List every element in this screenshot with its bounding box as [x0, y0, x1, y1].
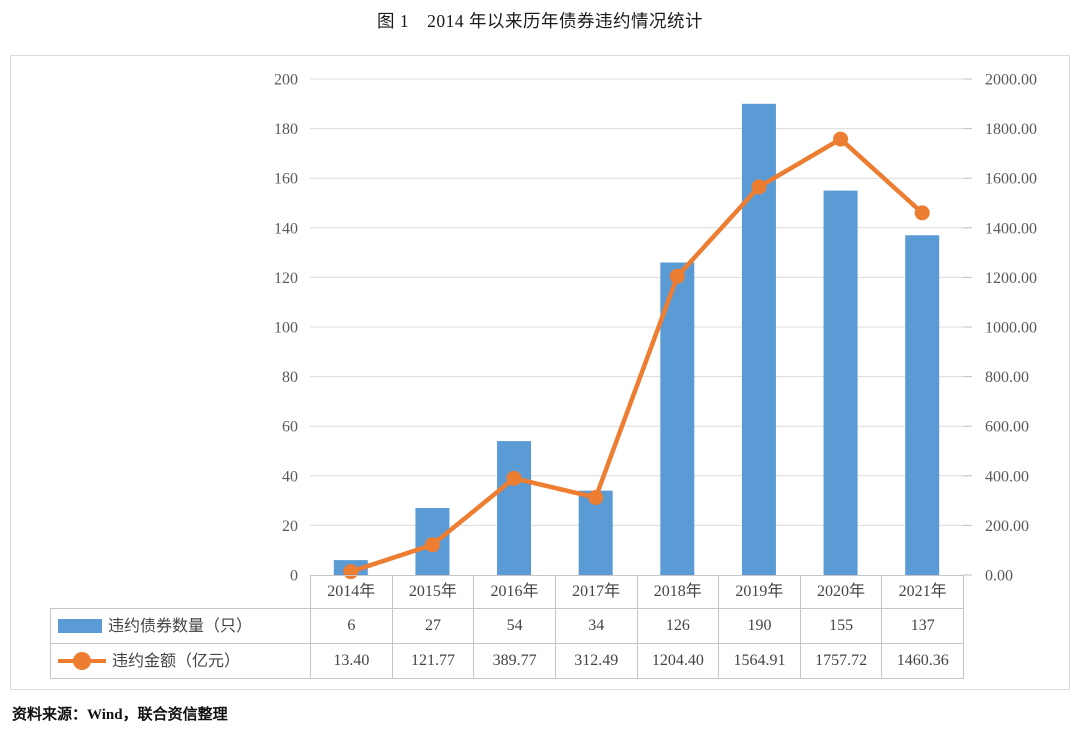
combo-chart: 0 0.00 20 200.00 40 400.00 60 600.00 80 800.00 100…	[274, 72, 1037, 585]
right-axis-tick-label: 400.00	[985, 468, 1029, 485]
year-header-cell: 2015年	[391, 575, 475, 609]
left-axis-tick-label: 0	[290, 568, 298, 585]
line-marker-2016年	[506, 470, 522, 486]
value-cell: 121.77	[391, 642, 475, 679]
source-note: 资料来源：Wind，联合资信整理	[12, 707, 228, 723]
left-axis-tick-label: 80	[282, 369, 298, 386]
chart-frame: 0 0.00 20 200.00 40 400.00 60 600.00 80 800.00 100…	[10, 55, 1070, 690]
bar-2016年	[497, 441, 532, 575]
left-axis-tick-label: 40	[282, 468, 298, 485]
line-marker-2017年	[588, 490, 604, 506]
year-header-cell: 2016年	[473, 575, 556, 609]
value-cell: 27	[391, 608, 475, 644]
value-cell: 1564.91	[718, 642, 801, 679]
year-header-cell: 2020年	[799, 575, 883, 609]
legend-cell-bar: 违约债券数量（只）	[50, 608, 311, 644]
bar-2019年	[741, 103, 776, 576]
value-cell: 6	[310, 608, 393, 644]
right-axis-tick-label: 1800.00	[985, 121, 1037, 138]
right-axis-tick-label: 1000.00	[985, 320, 1037, 337]
year-header-cell: 2017年	[554, 575, 638, 609]
left-axis-tick-label: 120	[274, 270, 298, 287]
year-header-cell: 2021年	[881, 575, 964, 609]
value-cell: 137	[881, 608, 964, 644]
data-table: 2014年 2015年 2016年 2017年 2018年 2019年 2020年 2021年…	[50, 575, 964, 679]
left-axis-tick-label: 60	[282, 419, 298, 436]
value-cell: 126	[636, 608, 720, 644]
line-marker-2021年	[914, 205, 930, 221]
right-axis-tick-label: 0.00	[985, 568, 1013, 585]
line-marker-2018年	[669, 268, 685, 284]
left-axis-tick-label: 180	[274, 121, 298, 138]
table-corner-cell	[51, 576, 311, 609]
value-cell: 312.49	[554, 642, 638, 679]
value-cell: 1757.72	[799, 642, 883, 679]
line-marker-2019年	[751, 179, 767, 195]
left-axis-tick-label: 100	[274, 320, 298, 337]
bar-2018年	[660, 262, 695, 575]
value-cell: 190	[718, 608, 801, 644]
year-header-cell: 2018年	[636, 575, 720, 609]
line-legend-swatch	[58, 652, 106, 671]
legend-label: 违约金额（亿元）	[112, 652, 241, 670]
value-cell: 34	[554, 608, 638, 644]
right-axis-tick-label: 200.00	[985, 518, 1029, 535]
year-header-cell: 2014年	[310, 575, 393, 609]
right-axis-tick-label: 2000.00	[985, 72, 1037, 89]
value-cell: 155	[799, 608, 883, 644]
line-marker-2020年	[833, 131, 849, 147]
line-legend-dot	[73, 652, 91, 671]
left-axis-tick-label: 20	[282, 518, 298, 535]
year-header-cell: 2019年	[718, 575, 801, 609]
legend-cell-line: 违约金额（亿元）	[50, 642, 311, 679]
left-axis-tick-label: 200	[274, 72, 298, 89]
right-axis-tick-label: 600.00	[985, 419, 1029, 436]
bar-2021年	[905, 235, 940, 576]
left-axis-tick-label: 140	[274, 220, 298, 237]
bar-2020年	[823, 190, 858, 575]
bar-legend-swatch	[58, 619, 102, 634]
right-axis-tick-label: 1600.00	[985, 171, 1037, 188]
value-cell: 1204.40	[636, 642, 720, 679]
value-cell: 1460.36	[881, 642, 964, 679]
figure-title: 图 1 2014 年以来历年债券违约情况统计	[377, 11, 703, 31]
value-cell: 13.40	[310, 642, 393, 679]
amount-line	[350, 136, 924, 574]
right-axis-tick-label: 1200.00	[985, 270, 1037, 287]
right-axis-tick-label: 1400.00	[985, 220, 1037, 237]
right-axis-tick-label: 800.00	[985, 369, 1029, 386]
line-marker-2015年	[424, 537, 440, 553]
value-cell: 389.77	[473, 642, 556, 679]
legend-label: 违约债券数量（只）	[108, 617, 253, 635]
left-axis-tick-label: 160	[274, 171, 298, 188]
value-cell: 54	[473, 608, 556, 644]
